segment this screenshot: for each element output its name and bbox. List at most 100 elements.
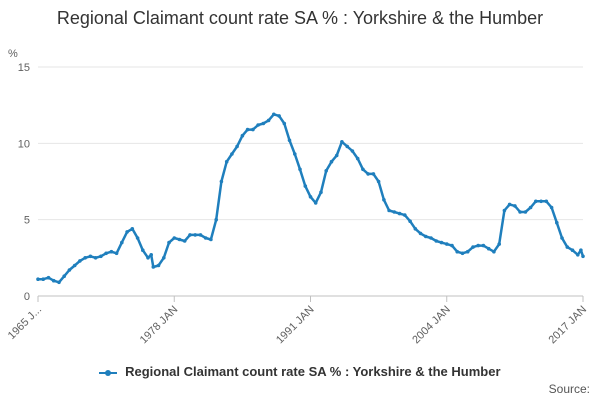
data-point — [266, 118, 271, 123]
y-tick-label: 15 — [18, 62, 30, 74]
data-point — [188, 233, 192, 237]
data-point — [329, 159, 334, 164]
legend-marker-icon — [99, 368, 118, 378]
data-point — [366, 172, 370, 176]
data-point — [534, 199, 538, 204]
data-point — [125, 230, 129, 234]
data-point — [99, 254, 103, 259]
data-point — [450, 243, 454, 248]
data-point — [214, 217, 218, 222]
series-group — [36, 112, 585, 285]
data-point — [455, 249, 460, 254]
data-point — [502, 208, 507, 213]
data-point — [392, 210, 397, 214]
data-point — [465, 249, 470, 254]
data-point — [177, 237, 182, 242]
data-point — [114, 251, 119, 256]
data-point — [277, 114, 281, 118]
data-point — [560, 236, 564, 240]
data-point — [62, 274, 66, 279]
data-point — [308, 195, 313, 199]
data-point — [104, 251, 108, 256]
data-point — [203, 236, 208, 240]
source-label: Source: — [548, 382, 590, 396]
data-point — [88, 254, 93, 259]
data-point — [240, 133, 245, 138]
data-point — [565, 245, 570, 249]
y-tick-label: 0 — [24, 291, 30, 303]
data-point — [245, 127, 250, 132]
data-point — [193, 233, 197, 237]
data-point — [182, 239, 187, 243]
data-point — [141, 248, 145, 252]
data-point — [486, 246, 491, 251]
data-point — [439, 240, 444, 245]
data-point — [334, 153, 339, 158]
x-tick-label: 1978 JAN — [138, 304, 181, 347]
data-point — [46, 275, 51, 280]
data-point — [209, 237, 213, 242]
data-point — [36, 277, 40, 282]
data-point — [149, 253, 153, 257]
data-point — [282, 121, 287, 126]
data-point — [272, 112, 276, 117]
data-point — [481, 243, 486, 248]
data-point — [376, 179, 381, 184]
data-point — [313, 201, 318, 205]
data-point — [120, 240, 124, 245]
data-point — [492, 249, 496, 254]
data-point — [78, 259, 82, 263]
data-point — [51, 278, 56, 283]
data-point — [57, 280, 61, 285]
data-point — [167, 240, 171, 245]
data-point — [539, 199, 543, 204]
data-point — [497, 242, 502, 246]
data-point — [67, 268, 72, 272]
x-tick-label: 2004 JAN — [410, 304, 453, 347]
data-point — [460, 251, 465, 256]
data-point — [130, 227, 135, 231]
data-point — [298, 167, 302, 172]
data-point — [429, 236, 433, 240]
data-point — [476, 243, 481, 248]
data-point — [235, 144, 239, 149]
data-point — [83, 255, 87, 260]
data-point — [224, 159, 229, 164]
data-point — [293, 152, 297, 156]
data-point — [350, 149, 355, 153]
data-point — [570, 248, 575, 252]
data-point — [345, 144, 350, 149]
legend[interactable]: Regional Claimant count rate SA % : York… — [0, 364, 600, 379]
data-point — [555, 220, 559, 225]
data-point — [230, 152, 234, 156]
data-point — [434, 239, 439, 243]
y-tick-label: 10 — [18, 138, 30, 150]
data-point — [93, 255, 98, 260]
data-point — [146, 255, 150, 260]
data-point — [418, 231, 423, 236]
data-point — [256, 123, 260, 127]
data-point — [135, 236, 140, 240]
data-point — [507, 202, 512, 207]
x-tick-marks — [37, 296, 584, 302]
data-point — [151, 265, 156, 269]
x-tick-label: 2017 JAN — [546, 304, 589, 347]
data-point — [198, 233, 203, 237]
data-point — [581, 254, 585, 259]
data-point — [397, 211, 402, 216]
chart-title: Regional Claimant count rate SA % : York… — [56, 8, 544, 28]
data-point — [319, 190, 323, 194]
data-point — [156, 263, 161, 268]
data-point — [387, 208, 391, 213]
data-point — [109, 249, 114, 254]
data-point — [408, 219, 412, 223]
data-point — [549, 205, 554, 210]
data-point — [413, 227, 418, 231]
data-point — [471, 245, 475, 249]
data-point — [72, 263, 77, 268]
data-point — [251, 127, 255, 132]
data-point — [544, 199, 549, 204]
data-point — [361, 167, 365, 172]
data-point — [303, 184, 308, 188]
data-point — [518, 210, 522, 214]
